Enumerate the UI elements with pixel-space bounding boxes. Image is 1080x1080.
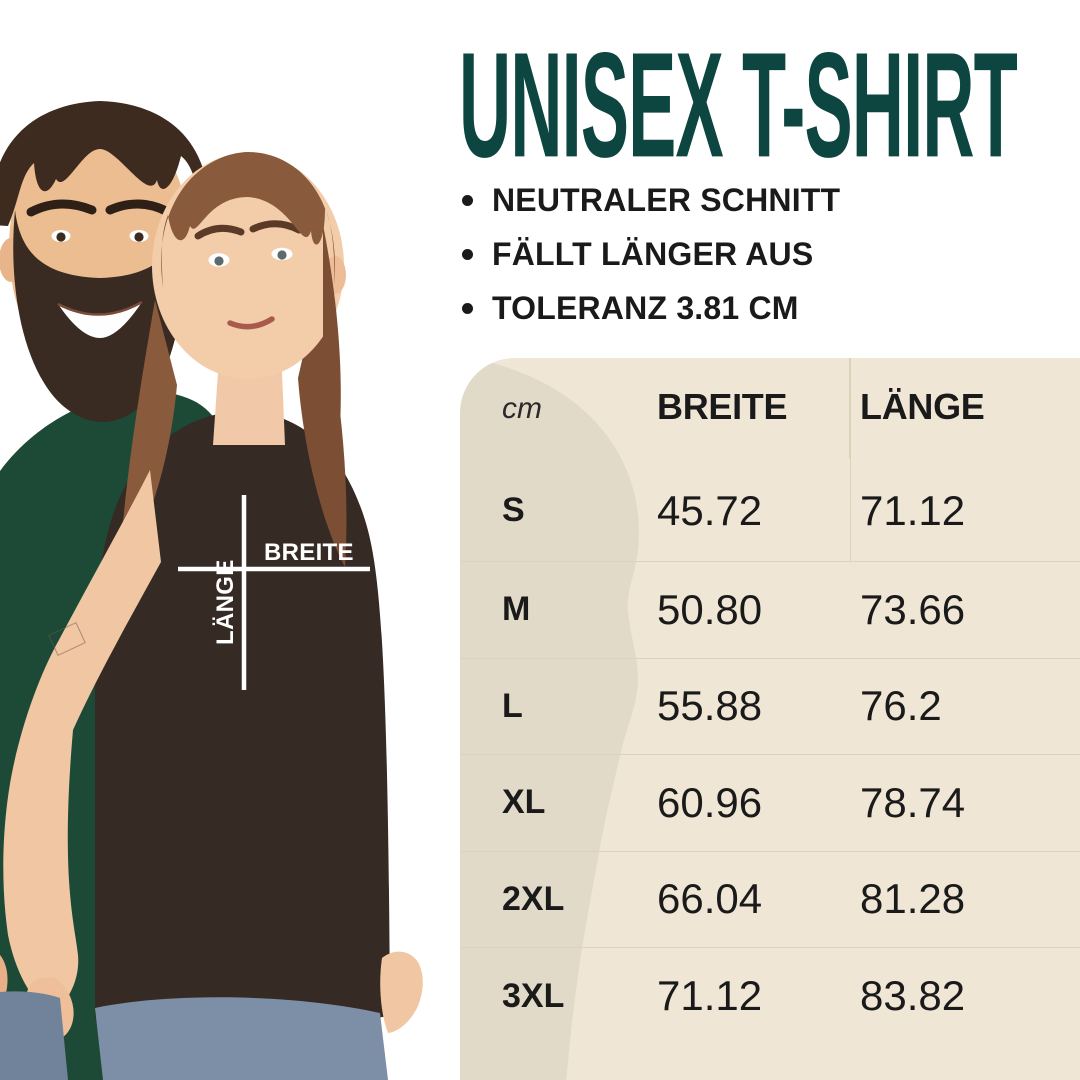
svg-text:BREITE: BREITE	[264, 539, 354, 566]
svg-text:LÄNGE: LÄNGE	[212, 560, 239, 646]
